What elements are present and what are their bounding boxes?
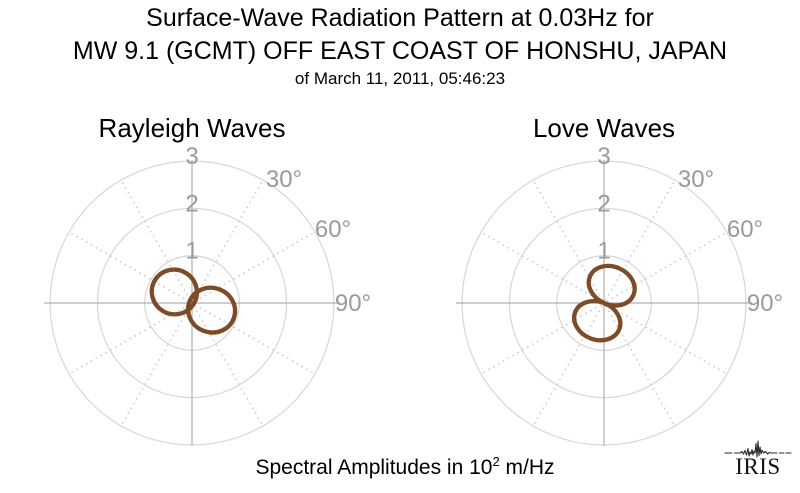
grid-dotted-spoke	[480, 231, 602, 302]
grid-dotted-spoke	[120, 179, 191, 301]
radius-tick-label: 1	[185, 238, 198, 265]
grid-dotted-spoke	[606, 231, 728, 302]
radius-tick-label: 1	[597, 238, 610, 265]
subplot-title-love: Love Waves	[532, 113, 676, 143]
grid-dotted-spoke	[605, 305, 676, 427]
grid-dotted-spoke	[194, 304, 316, 375]
grid-dotted-spoke	[120, 305, 191, 427]
caption-exponent: 2	[492, 454, 500, 469]
main-title-line-2: MW 9.1 (GCMT) OFF EAST COAST OF HONSHU, …	[72, 37, 728, 65]
radiation-lobe	[149, 267, 200, 317]
radius-tick-label: 2	[597, 190, 610, 217]
grid-dotted-spoke	[68, 231, 190, 302]
grid-dotted-spoke	[68, 304, 190, 375]
iris-logo-text: IRIS	[735, 454, 781, 479]
grid-dotted-spoke	[480, 304, 602, 375]
caption-suffix: m/Hz	[499, 456, 555, 479]
main-title-line-1: Surface-Wave Radiation Pattern at 0.03Hz…	[146, 4, 654, 32]
grid-dotted-spoke	[606, 304, 728, 375]
subplot-title-rayleigh: Rayleigh Waves	[98, 113, 286, 143]
radiation-lobe	[586, 263, 637, 308]
angle-tick-label: 90°	[335, 290, 371, 317]
radiation-lobe	[571, 298, 623, 343]
angle-tick-label: 60°	[727, 216, 763, 243]
grid-dotted-spoke	[193, 305, 264, 427]
radiation-lobe	[185, 285, 238, 335]
iris-logo: IRIS	[722, 440, 794, 479]
angle-tick-label: 60°	[315, 216, 351, 243]
radius-tick-label: 3	[185, 143, 198, 170]
radius-tick-label: 2	[185, 190, 198, 217]
grid-dotted-spoke	[532, 305, 603, 427]
polar-plot-love: 1 2 3 30° 60° 90°	[456, 143, 783, 446]
grid-dotted-spoke	[193, 179, 264, 301]
grid-dotted-spoke	[605, 179, 676, 301]
figure-caption: Spectral Amplitudes in 102 m/Hz	[10, 450, 800, 480]
grid-dotted-spoke	[194, 231, 316, 302]
radius-tick-label: 3	[597, 143, 610, 170]
seismogram-trace-icon	[724, 440, 792, 458]
title-block: Surface-Wave Radiation Pattern at 0.03Hz…	[0, 2, 800, 89]
angle-tick-label: 90°	[747, 290, 783, 317]
caption-prefix: Spectral Amplitudes in 10	[255, 456, 493, 479]
main-title-line-3: of March 11, 2011, 05:46:23	[294, 69, 506, 88]
polar-plot-rayleigh: 1 2 3 30° 60° 90°	[44, 143, 371, 446]
angle-tick-label: 30°	[266, 166, 302, 193]
grid-dotted-spoke	[532, 179, 603, 301]
angle-tick-label: 30°	[678, 166, 714, 193]
